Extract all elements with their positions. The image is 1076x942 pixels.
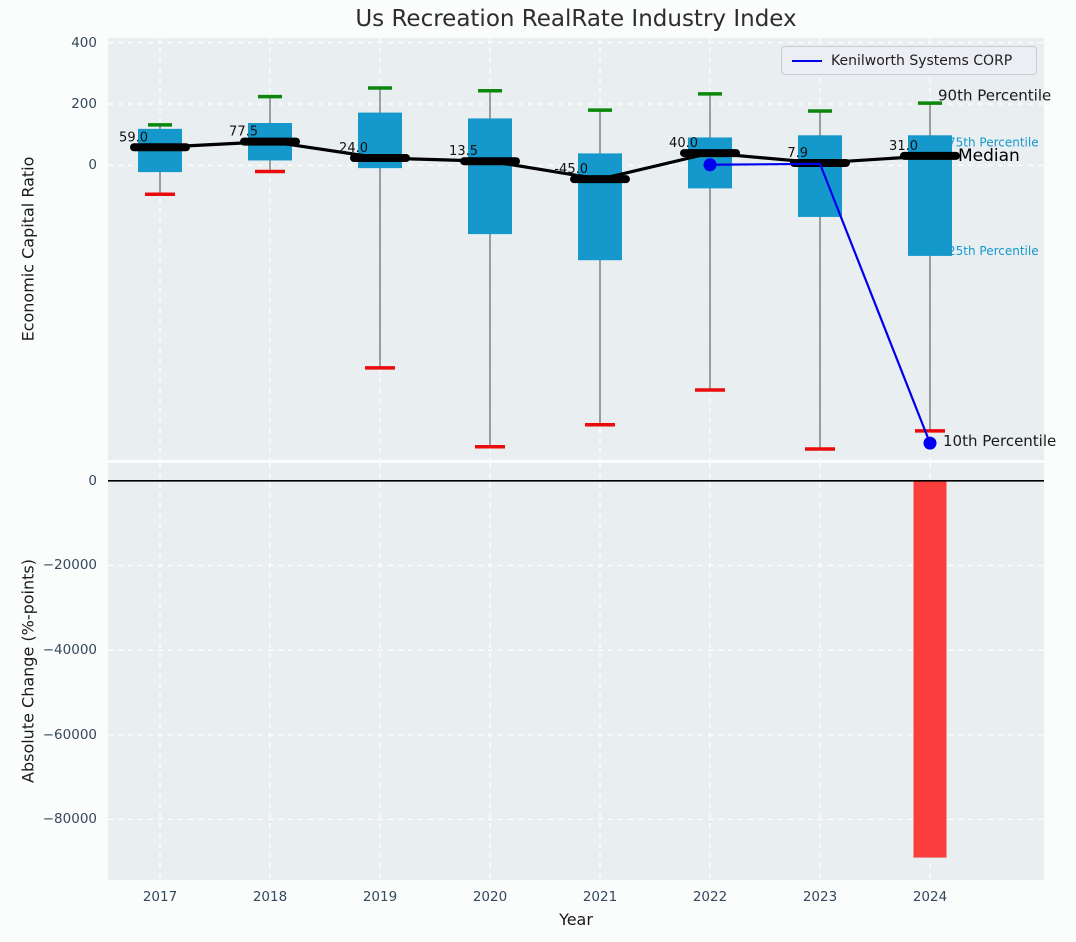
x-tick-label: 2020 (472, 889, 508, 905)
median-value-label-2019: 24.0 (339, 141, 368, 156)
y-tick-label: −80000 (42, 811, 97, 828)
legend-label: Kenilworth Systems CORP (831, 52, 1013, 69)
annotation-p75: 75th Percentile (948, 135, 1039, 149)
median-value-label-2020: 13.5 (449, 144, 478, 159)
chart-title: Us Recreation RealRate Industry Index (355, 6, 797, 32)
y-tick-label: 400 (71, 34, 97, 51)
bottom-plot-svg (108, 463, 1044, 880)
x-tick-label: 2022 (692, 889, 728, 905)
bottom-y-axis-label: Absolute Change (%-points) (18, 559, 38, 783)
iqr-box-2021 (578, 153, 622, 261)
x-axis-label: Year (559, 910, 593, 929)
top-plot-svg: 59.0 77.5 24.0 13.5 -45.0 40.0 7.9 31.0 90th Per… (108, 38, 1056, 460)
annotation-p25: 25th Percentile (948, 244, 1039, 258)
x-tick-label: 2019 (362, 889, 398, 905)
y-tick-label: 0 (88, 472, 97, 489)
iqr-box-2020 (468, 118, 512, 235)
annotation-p90: 90th Percentile (938, 86, 1051, 104)
x-tick-label: 2023 (802, 889, 838, 905)
x-tick-label: 2021 (582, 889, 618, 905)
median-value-label-2017: 59.0 (119, 130, 148, 145)
bottom-axes (108, 463, 1044, 880)
x-tick-label: 2024 (912, 889, 948, 905)
median-value-label-2022: 40.0 (669, 136, 698, 151)
y-tick-label: 0 (88, 157, 97, 174)
median-value-label-2024: 31.0 (889, 139, 918, 154)
y-tick-label: −20000 (42, 557, 97, 574)
x-tick-label: 2018 (252, 889, 288, 905)
top-axes: 59.0 77.5 24.0 13.5 -45.0 40.0 7.9 31.0 90th Per… (108, 38, 1056, 460)
change-bar-2024 (913, 480, 947, 858)
y-tick-label: −60000 (42, 726, 97, 743)
annotation-median: Median (958, 146, 1020, 166)
x-tick-label: 2017 (142, 889, 178, 905)
y-tick-label: −40000 (42, 642, 97, 659)
annotation-p10: 10th Percentile (943, 432, 1056, 450)
top-y-axis-label: Economic Capital Ratio (18, 156, 38, 342)
company-marker-2022 (703, 158, 717, 172)
median-value-label-2018: 77.5 (229, 125, 258, 140)
legend-line-sample (792, 59, 822, 62)
y-tick-label: 200 (71, 95, 97, 112)
median-value-label-2023: 7.9 (787, 146, 808, 161)
company-marker-2024 (923, 436, 937, 450)
legend: Kenilworth Systems CORP (781, 46, 1037, 75)
median-value-label-2021: -45.0 (554, 162, 588, 177)
company-line (709, 162, 932, 444)
